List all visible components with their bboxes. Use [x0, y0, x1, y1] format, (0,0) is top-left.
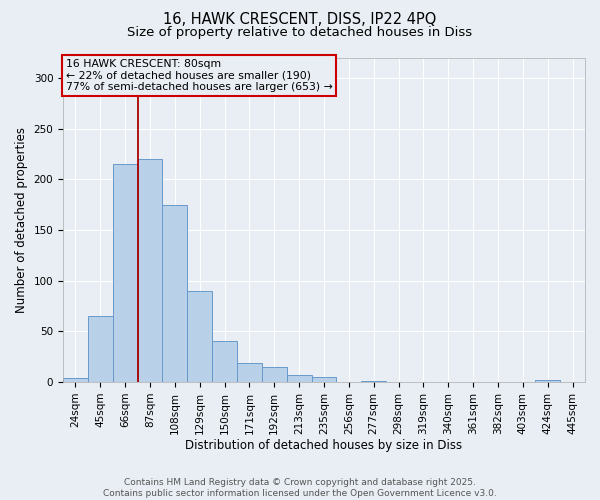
Bar [287, 375, 311, 382]
Text: 16 HAWK CRESCENT: 80sqm
← 22% of detached houses are smaller (190)
77% of semi-d: 16 HAWK CRESCENT: 80sqm ← 22% of detache… [65, 59, 332, 92]
Bar [163, 204, 187, 382]
Bar [187, 291, 212, 382]
Y-axis label: Number of detached properties: Number of detached properties [15, 127, 28, 313]
Bar [88, 316, 113, 382]
Text: Size of property relative to detached houses in Diss: Size of property relative to detached ho… [127, 26, 473, 39]
Bar [137, 159, 163, 382]
Text: Contains HM Land Registry data © Crown copyright and database right 2025.
Contai: Contains HM Land Registry data © Crown c… [103, 478, 497, 498]
Bar [113, 164, 137, 382]
Bar [262, 367, 287, 382]
Bar [63, 378, 88, 382]
Bar [237, 363, 262, 382]
Bar [361, 381, 386, 382]
Bar [535, 380, 560, 382]
Bar [212, 340, 237, 382]
Bar [311, 377, 337, 382]
Text: 16, HAWK CRESCENT, DISS, IP22 4PQ: 16, HAWK CRESCENT, DISS, IP22 4PQ [163, 12, 437, 28]
X-axis label: Distribution of detached houses by size in Diss: Distribution of detached houses by size … [185, 440, 463, 452]
